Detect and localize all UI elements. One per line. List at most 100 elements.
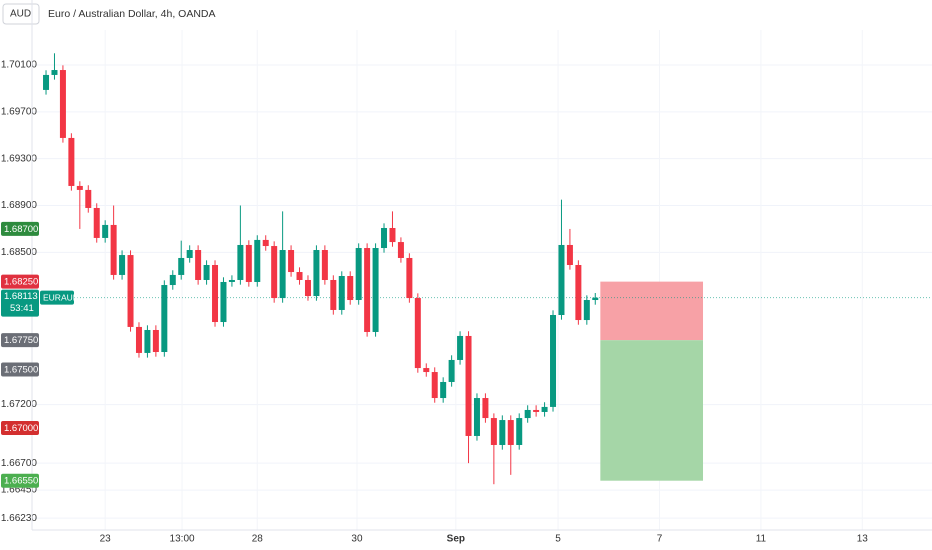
y-tick-label: 1.66230 [1, 513, 38, 524]
candle-body [490, 418, 497, 445]
candle-body [330, 279, 337, 310]
candle-body [296, 272, 303, 280]
candle-body [220, 281, 227, 323]
candle-body [228, 279, 235, 282]
x-tick-label: 7 [657, 534, 663, 545]
candle-body [135, 326, 142, 353]
candle-body [288, 250, 295, 273]
candle-body [397, 242, 404, 258]
candle-body [59, 70, 66, 138]
price-badge [1, 221, 39, 236]
candle-body [237, 244, 244, 280]
candle-body [68, 137, 75, 186]
x-tick-label: 13:00 [170, 534, 195, 545]
x-tick-label: 5 [555, 534, 561, 545]
candle-body [347, 276, 354, 301]
candle-body [271, 246, 278, 299]
candle-body [389, 227, 396, 243]
candle-body [372, 248, 379, 332]
price-badge-label: 1.67750 [4, 335, 38, 346]
candle-body [566, 244, 573, 265]
symbol[interactable]: AUD [10, 9, 31, 20]
y-tick-label: 1.69300 [1, 153, 38, 164]
candle-body [152, 329, 159, 353]
candle-body [102, 224, 109, 238]
y-tick-label: 1.68900 [1, 200, 38, 211]
price-badge [1, 421, 39, 436]
price-badge [1, 473, 39, 488]
candle-body [161, 285, 168, 353]
candle-body [203, 265, 210, 280]
candle-body [245, 244, 252, 282]
candle-body [558, 244, 565, 316]
x-tick-label: 11 [756, 534, 767, 545]
current-price-label: 1.68113 [4, 291, 38, 302]
candle-body [304, 279, 311, 297]
symbol-badge [40, 290, 74, 305]
candle-body [516, 418, 523, 445]
target-zone [600, 340, 704, 481]
x-tick-label: Sep [447, 534, 465, 545]
candle-body [499, 420, 506, 445]
price-badge-label: 1.68250 [4, 277, 38, 288]
candle-body [533, 409, 540, 412]
price-badge [1, 333, 39, 348]
candle-body [406, 257, 413, 299]
candle-body [355, 248, 362, 301]
candle-body [431, 372, 438, 399]
candle-body [144, 329, 151, 353]
candle-body [482, 398, 489, 419]
y-tick-label: 1.70100 [1, 60, 38, 71]
price-badge [1, 274, 39, 289]
symbol-box[interactable] [2, 3, 40, 25]
candle-body [541, 406, 548, 412]
candle-body [465, 335, 472, 436]
price-badge-label: 1.67500 [4, 364, 38, 375]
candle-body [262, 239, 269, 247]
x-tick-label: 23 [100, 534, 112, 545]
candle-body [127, 255, 134, 327]
candle-body [212, 265, 219, 323]
candle-body [507, 420, 514, 445]
current-price-badge [1, 289, 39, 317]
candle-body [186, 250, 193, 258]
price-badge-label: 1.66550 [4, 476, 38, 487]
candle-body [51, 70, 58, 75]
y-tick-label: 1.68500 [1, 247, 38, 258]
candle-body [414, 298, 421, 369]
candle-body [338, 276, 345, 310]
x-tick-label: 30 [351, 534, 363, 545]
candle-body [583, 300, 590, 321]
candle-body [381, 227, 388, 249]
candle-body [110, 224, 117, 275]
candle-body [169, 274, 176, 286]
candle-body [93, 207, 100, 238]
countdown: 53:41 [10, 303, 34, 314]
candle-body [575, 265, 582, 321]
candle-body [440, 381, 447, 399]
y-tick-label: 1.66700 [1, 458, 38, 469]
candle-body [313, 250, 320, 297]
candle-body [85, 189, 92, 208]
candle-body [119, 255, 126, 275]
candle-body [321, 250, 328, 280]
candle-body [592, 297, 599, 301]
symbol-badge-label: EURAUD [43, 292, 79, 302]
candle-body [448, 359, 455, 382]
candle-body [364, 248, 371, 332]
y-tick-label: 1.69700 [1, 106, 38, 117]
candle-body [279, 250, 286, 299]
candle-body [457, 335, 464, 360]
price-badge-label: 1.68700 [4, 224, 38, 235]
price-badge-label: 1.67000 [4, 423, 38, 434]
candle-body [43, 74, 50, 90]
candle-body [423, 368, 430, 373]
chart-title: Euro / Australian Dollar, 4h, OANDA [48, 8, 216, 20]
candle-body [178, 257, 185, 275]
y-tick-label: 1.67200 [1, 399, 38, 410]
candle-body [76, 185, 83, 190]
x-tick-label: 28 [252, 534, 264, 545]
candle-body [524, 409, 531, 419]
candle-body [473, 398, 480, 436]
